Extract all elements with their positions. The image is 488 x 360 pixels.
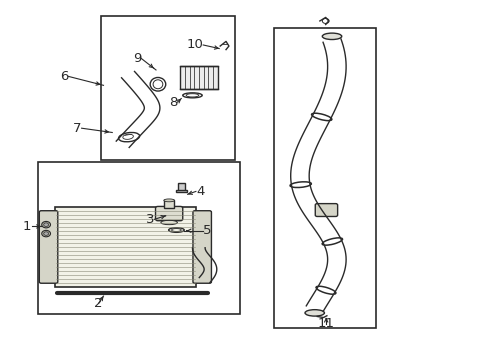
- Text: 4: 4: [196, 185, 204, 198]
- Bar: [101, 16, 234, 160]
- Ellipse shape: [161, 220, 177, 225]
- Ellipse shape: [305, 310, 324, 316]
- Text: 11: 11: [317, 317, 334, 330]
- Text: 9: 9: [133, 52, 141, 65]
- Bar: [178, 183, 184, 191]
- Text: 1: 1: [23, 220, 31, 233]
- FancyBboxPatch shape: [315, 204, 337, 216]
- Bar: [176, 190, 186, 192]
- Bar: [273, 28, 375, 328]
- Circle shape: [41, 221, 50, 228]
- FancyBboxPatch shape: [39, 211, 58, 283]
- Bar: [38, 162, 239, 314]
- Ellipse shape: [322, 33, 341, 40]
- Text: 2: 2: [94, 297, 102, 310]
- Text: 6: 6: [60, 70, 68, 83]
- Ellipse shape: [163, 199, 174, 202]
- Text: 3: 3: [146, 213, 154, 226]
- Text: 5: 5: [203, 224, 211, 237]
- FancyBboxPatch shape: [193, 211, 211, 283]
- Circle shape: [43, 223, 48, 226]
- Text: 7: 7: [73, 122, 81, 135]
- Text: 10: 10: [186, 39, 203, 51]
- FancyBboxPatch shape: [155, 206, 183, 221]
- Circle shape: [41, 230, 50, 237]
- Text: 8: 8: [169, 96, 177, 109]
- Bar: [163, 201, 174, 208]
- Ellipse shape: [150, 77, 165, 91]
- Bar: [180, 66, 217, 89]
- Bar: [55, 207, 196, 287]
- Circle shape: [43, 232, 48, 235]
